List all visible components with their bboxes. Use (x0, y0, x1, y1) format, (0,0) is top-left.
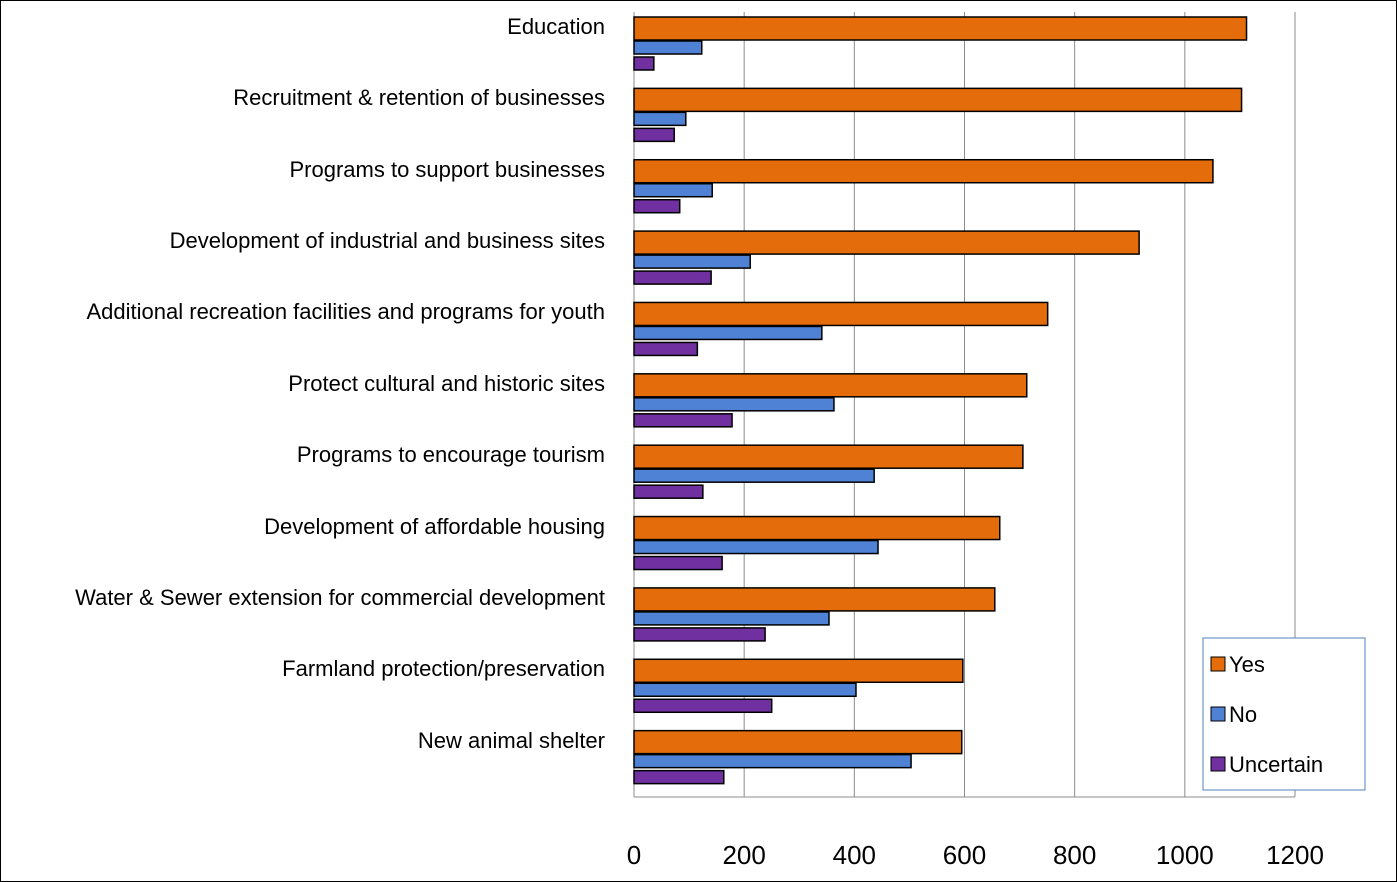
bar (633, 682, 857, 698)
bar (633, 301, 1049, 327)
x-tick-label: 800 (1053, 840, 1096, 870)
bar (633, 539, 879, 555)
x-tick-label: 0 (627, 840, 641, 870)
x-tick-label: 1000 (1156, 840, 1214, 870)
y-tick-label: Development of industrial and business s… (169, 228, 605, 254)
legend-swatch (1210, 656, 1226, 672)
x-tick-label: 400 (833, 840, 876, 870)
bar (633, 753, 912, 769)
x-tick-label: 200 (722, 840, 765, 870)
bar (633, 373, 1028, 398)
legend-box (1202, 637, 1366, 791)
y-tick-label: Water & Sewer extension for commercial d… (75, 584, 605, 610)
bar (633, 127, 675, 143)
bar (633, 769, 725, 785)
bar (633, 254, 751, 269)
bar (633, 16, 1248, 41)
legend-label: No (1229, 702, 1257, 727)
bar (633, 270, 712, 285)
bar (633, 111, 687, 127)
y-tick-label: Additional recreation facilities and pro… (86, 299, 606, 325)
bar (633, 40, 703, 55)
bar (633, 158, 1214, 184)
y-tick-label: Protect cultural and historic sites (288, 370, 605, 396)
y-tick-label: Programs to encourage tourism (296, 442, 605, 468)
legend-label: Uncertain (1229, 752, 1323, 777)
x-tick-label: 600 (943, 840, 986, 870)
legend-swatch (1210, 756, 1226, 772)
y-tick-label: New animal shelter (417, 727, 605, 753)
bar (633, 230, 1140, 255)
bar (633, 698, 773, 714)
bar (633, 729, 963, 755)
bar (633, 198, 681, 214)
y-tick-label: Education (507, 14, 605, 39)
bar (633, 87, 1243, 113)
x-tick-label: 1200 (1266, 840, 1324, 870)
bar (633, 484, 704, 499)
bar (633, 341, 699, 357)
y-tick-label: Farmland protection/preservation (282, 656, 605, 682)
bar (633, 413, 733, 428)
bar (633, 56, 655, 71)
y-tick-label: Programs to support businesses (289, 156, 606, 182)
bar (633, 587, 996, 612)
bar (633, 515, 1001, 541)
y-tick-label: Development of affordable housing (264, 513, 605, 539)
bar (633, 325, 823, 341)
bar (633, 658, 964, 684)
legend-swatch (1210, 706, 1226, 722)
bar (633, 397, 835, 412)
bar (633, 555, 723, 571)
bar (633, 182, 713, 198)
bar (633, 468, 875, 483)
y-tick-label: Recruitment & retention of businesses (233, 85, 605, 111)
bar (633, 444, 1024, 469)
bar (633, 627, 766, 642)
bar (633, 611, 830, 626)
legend-label: Yes (1229, 652, 1265, 677)
